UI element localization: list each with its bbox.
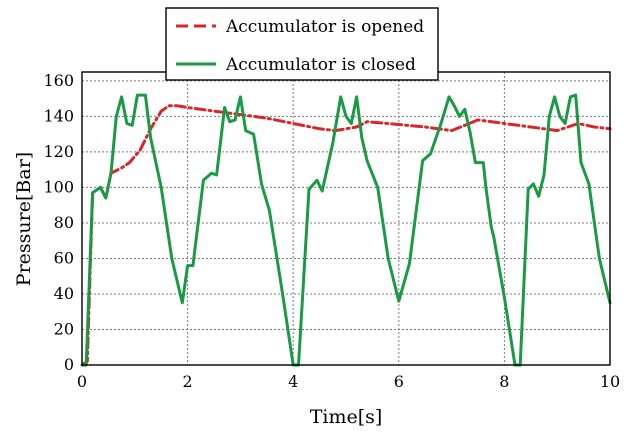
x-tick-label-1: 2 <box>183 372 193 391</box>
legend-label-opened: Accumulator is opened <box>225 17 424 37</box>
series-line-0 <box>80 104 612 367</box>
y-tick-label-8: 160 <box>43 71 74 90</box>
y-tick-label-7: 140 <box>43 106 74 125</box>
x-tick-label-0: 0 <box>77 372 87 391</box>
x-tick-label-3: 6 <box>394 372 404 391</box>
y-tick-labels: 0 20 40 60 80 100 120 140 160 <box>43 71 74 374</box>
y-tick-label-1: 20 <box>54 319 74 338</box>
x-tick-labels: 0 2 4 6 8 10 <box>77 372 620 391</box>
x-axis-label: Time[s] <box>310 406 383 428</box>
x-tick-label-2: 4 <box>288 372 298 391</box>
y-tick-label-5: 100 <box>43 177 74 196</box>
legend: Accumulator is opened Accumulator is clo… <box>165 7 439 81</box>
x-tick-label-5: 10 <box>600 372 620 391</box>
series-layer <box>80 93 612 367</box>
y-axis-label: Pressure[Bar] <box>13 152 35 286</box>
y-tick-label-2: 40 <box>54 284 74 303</box>
series-line-1 <box>80 93 612 367</box>
y-tick-label-4: 80 <box>54 213 74 232</box>
legend-label-closed: Accumulator is closed <box>225 55 416 75</box>
y-tick-label-0: 0 <box>64 355 74 374</box>
legend-box <box>165 7 439 81</box>
x-tick-label-4: 8 <box>499 372 509 391</box>
y-tick-label-3: 60 <box>54 248 74 267</box>
y-tick-label-6: 120 <box>43 142 74 161</box>
